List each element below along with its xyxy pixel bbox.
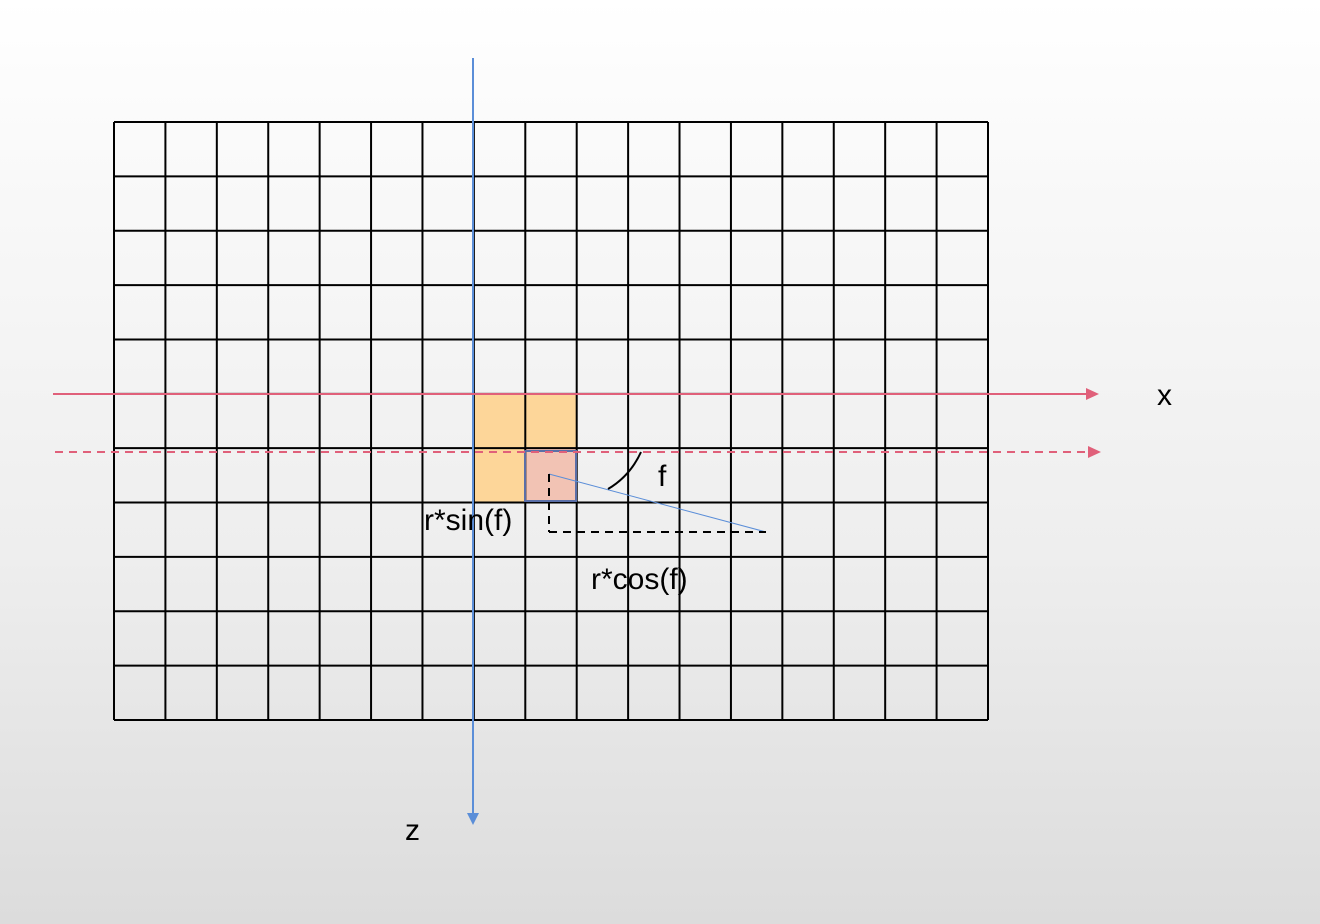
- x-axis-label: x: [1157, 379, 1172, 412]
- rotated-cell: [525, 448, 577, 503]
- cos-term-label: r*cos(f): [591, 563, 688, 596]
- highlighted-cell: [473, 448, 526, 503]
- highlighted-cell: [525, 393, 577, 449]
- pixel-grid: [113, 121, 989, 721]
- highlighted-cells: [473, 393, 577, 503]
- highlighted-cell: [473, 393, 526, 449]
- radius-ray: [548, 473, 767, 533]
- x-axis-arrowhead: [1086, 388, 1099, 400]
- z-axis-label: z: [405, 814, 420, 847]
- angle-arc: [607, 451, 642, 490]
- angle-label: f: [658, 460, 667, 493]
- sin-term-label: r*sin(f): [424, 504, 512, 537]
- z-axis-arrowhead: [467, 813, 479, 825]
- shifted-x-axis-arrowhead: [1088, 446, 1101, 458]
